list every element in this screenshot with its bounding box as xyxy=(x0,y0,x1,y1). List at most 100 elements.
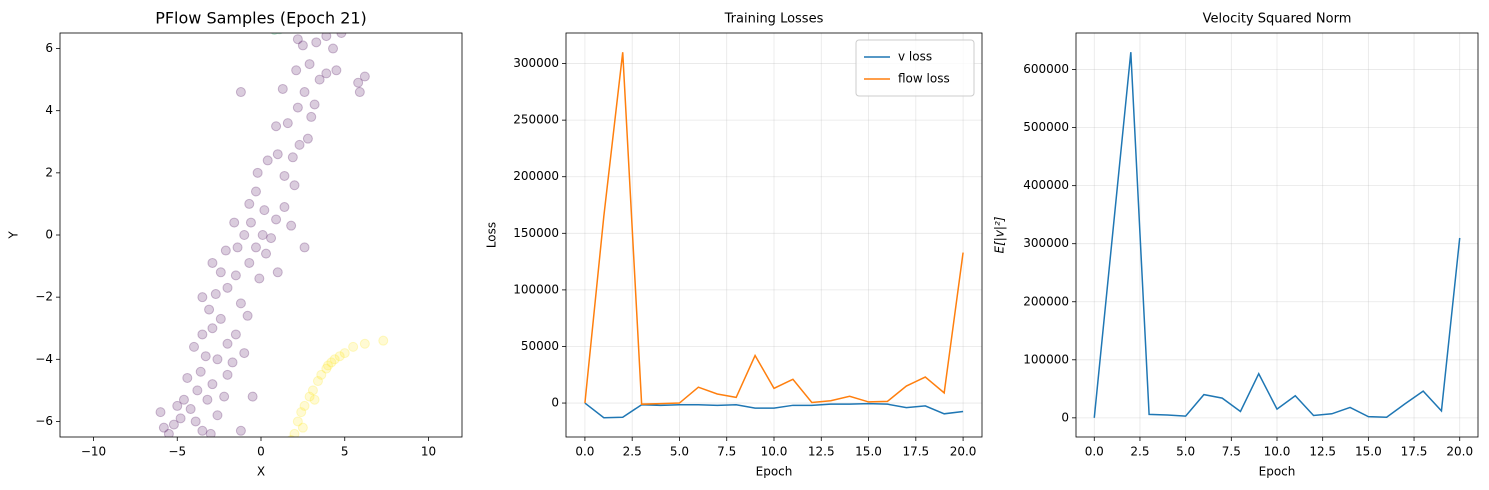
point xyxy=(339,348,350,359)
point xyxy=(252,167,263,178)
x-tick-label: 5.0 xyxy=(1176,445,1195,459)
point xyxy=(239,348,250,359)
point xyxy=(197,425,208,436)
point xyxy=(189,341,199,352)
point xyxy=(192,385,203,396)
x-tick-label: 15.0 xyxy=(855,445,882,459)
plot-area xyxy=(155,33,389,437)
point xyxy=(271,214,282,225)
point xyxy=(378,335,389,346)
point xyxy=(306,111,317,122)
axes-frame xyxy=(59,32,463,438)
point xyxy=(299,87,310,98)
point xyxy=(250,186,261,197)
point xyxy=(279,202,290,213)
x-tick-label: 0 xyxy=(257,445,265,459)
x-tick-label: −10 xyxy=(81,445,106,459)
point xyxy=(197,292,208,303)
x-tick-label: 12.5 xyxy=(1309,445,1336,459)
y-tick-label: 50000 xyxy=(521,339,559,353)
point xyxy=(244,257,255,268)
legend-label: v loss xyxy=(898,50,932,64)
point xyxy=(304,391,315,402)
point xyxy=(207,379,218,390)
point xyxy=(200,351,211,362)
point xyxy=(178,394,189,405)
point xyxy=(207,323,218,334)
y-tick-label: 200000 xyxy=(1023,294,1069,308)
point xyxy=(328,43,339,54)
point xyxy=(336,33,347,38)
point xyxy=(329,354,340,365)
point xyxy=(230,329,241,340)
y-tick-label: −6 xyxy=(35,414,53,428)
point xyxy=(205,428,216,437)
y-tick-label: −2 xyxy=(35,290,53,304)
point xyxy=(245,217,256,228)
x-tick-label: 0.0 xyxy=(575,445,594,459)
point xyxy=(326,357,337,368)
y-tick-label: 4 xyxy=(45,103,53,117)
point xyxy=(168,419,179,430)
point xyxy=(227,357,238,368)
y-tick-label: 200000 xyxy=(513,169,559,183)
point xyxy=(266,233,277,244)
point xyxy=(247,391,258,402)
point xyxy=(272,149,283,160)
point xyxy=(230,270,241,281)
x-tick-label: 10.0 xyxy=(761,445,788,459)
x-tick-label: 10 xyxy=(421,445,436,459)
point xyxy=(334,351,345,362)
x-axis-label: Epoch xyxy=(756,465,793,479)
y-tick-label: 250000 xyxy=(513,113,559,127)
line xyxy=(1093,52,1461,419)
point xyxy=(235,87,246,98)
point xyxy=(163,428,174,437)
point xyxy=(348,341,359,352)
point xyxy=(292,416,303,427)
point xyxy=(297,422,308,433)
legend-label: flow loss xyxy=(898,72,950,86)
point xyxy=(197,329,208,340)
y-axis-label: E[|v|²] xyxy=(993,216,1007,253)
point xyxy=(190,416,201,427)
y-tick-label: 150000 xyxy=(513,226,559,240)
x-tick-label: 2.5 xyxy=(1130,445,1149,459)
point xyxy=(272,267,283,278)
axes-frame xyxy=(1075,32,1479,438)
point xyxy=(215,267,226,278)
point xyxy=(222,282,233,293)
point xyxy=(202,394,213,405)
point xyxy=(299,242,310,253)
y-tick-label: 100000 xyxy=(513,282,559,296)
point xyxy=(309,99,320,110)
y-tick-label: 300000 xyxy=(1023,236,1069,250)
subplot: 0.0 2.5 5.0 7.5 10.0 12.5 15.0 17.5 20.0 0 100000 2… xyxy=(993,12,1479,479)
point xyxy=(204,304,215,315)
point xyxy=(331,65,342,76)
plot-area xyxy=(584,52,964,419)
x-tick-label: −5 xyxy=(168,445,186,459)
point xyxy=(292,34,303,45)
point xyxy=(323,360,333,371)
y-axis-label: Loss xyxy=(485,222,499,248)
axes-frame xyxy=(565,32,983,438)
x-tick-label: 2.5 xyxy=(623,445,642,459)
point xyxy=(239,230,250,240)
point xyxy=(257,230,268,240)
y-axis-label: Y xyxy=(7,231,21,240)
point xyxy=(359,71,370,82)
y-tick-label: 6 xyxy=(45,41,53,55)
point xyxy=(155,407,166,418)
point xyxy=(286,220,297,231)
point xyxy=(175,413,186,424)
point xyxy=(207,257,218,268)
point xyxy=(182,372,193,383)
point xyxy=(312,376,323,387)
x-tick-label: 5.0 xyxy=(670,445,689,459)
y-tick-label: 100000 xyxy=(1023,352,1069,366)
point xyxy=(299,400,310,411)
point xyxy=(220,245,231,256)
point xyxy=(254,273,265,284)
